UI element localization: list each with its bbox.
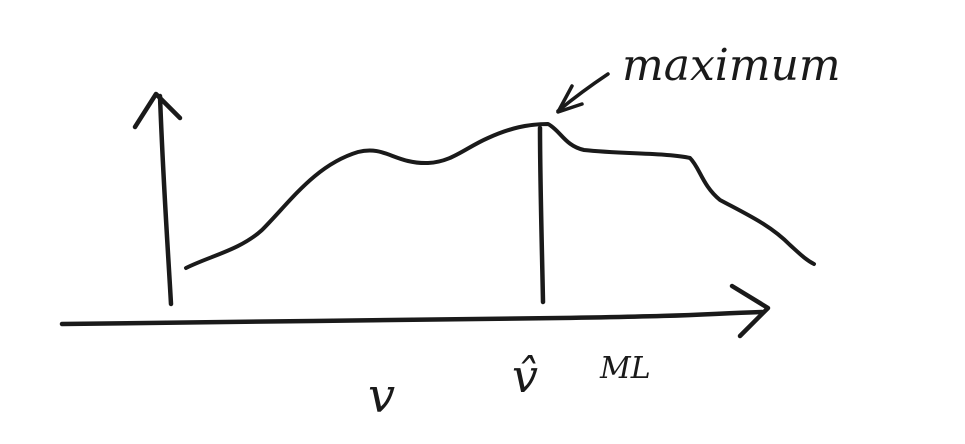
maximum-pointer-arrow-icon [556, 72, 610, 114]
x-axis-arrowhead-icon [729, 283, 771, 339]
y-axis [132, 91, 183, 307]
y-axis-arrowhead-icon [132, 91, 183, 130]
maximum-label: maximum [622, 40, 841, 91]
x-axis [59, 283, 771, 339]
x-variable-label: v [368, 368, 395, 424]
estimate-symbol-label: v̂ [512, 349, 538, 403]
x-axis-line [59, 309, 765, 327]
y-axis-line [157, 93, 174, 307]
estimate-subscript-label: ML [599, 351, 651, 386]
likelihood-curve [184, 122, 816, 270]
maximum-marker-line [537, 125, 546, 305]
